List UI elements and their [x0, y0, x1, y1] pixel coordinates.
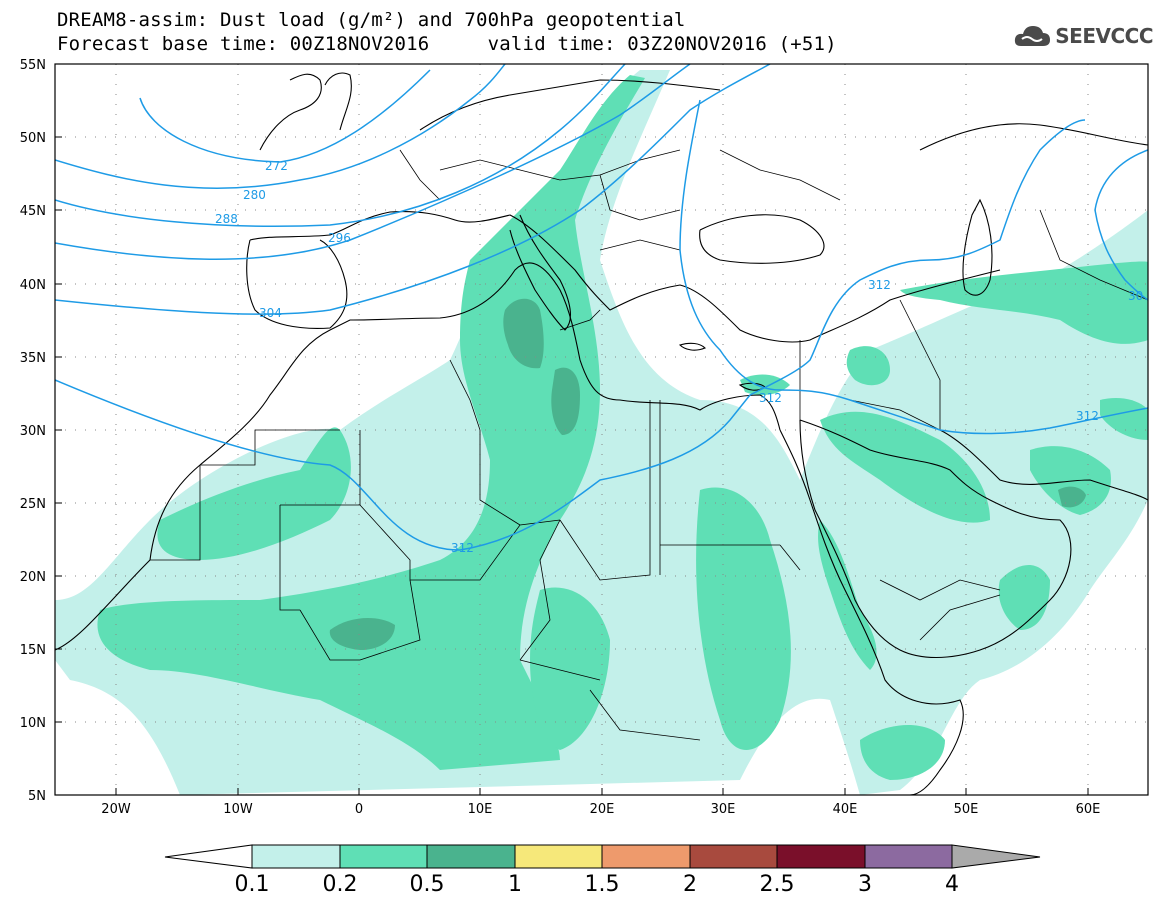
contour-label: 272 — [265, 159, 288, 173]
lat-label: 20N — [20, 570, 46, 585]
colorbar-tick-label: 0.5 — [409, 872, 445, 897]
lon-label: 20W — [101, 802, 131, 817]
lat-label: 50N — [20, 131, 46, 146]
axis-ticks — [55, 136, 1089, 795]
colorbar-tick-label: 3 — [858, 872, 872, 897]
lat-label: 40N — [20, 278, 46, 293]
contour-label: 312 — [759, 391, 782, 405]
lon-label: 50E — [954, 802, 979, 817]
lat-label: 35N — [20, 351, 46, 366]
contour-labels: 272 280 288 296 304 312 312 312 312 30 — [215, 159, 1143, 555]
contour-label: 296 — [328, 231, 351, 245]
colorbar-swatch — [864, 844, 953, 869]
colorbar-swatch — [339, 844, 428, 869]
contour-label: 312 — [868, 278, 891, 292]
contour-label: 288 — [215, 212, 238, 226]
lon-label: 10W — [223, 802, 253, 817]
contour-label: 304 — [259, 306, 282, 320]
colorbar — [164, 844, 1041, 869]
contour-label: 30 — [1128, 289, 1143, 303]
contour-label: 312 — [451, 541, 474, 555]
colorbar-max-arrow — [951, 844, 1041, 869]
colorbar-swatch — [601, 844, 691, 869]
lon-label: 60E — [1076, 802, 1101, 817]
lat-label: 55N — [20, 58, 46, 73]
colorbar-swatch — [776, 844, 866, 869]
colorbar-swatch — [514, 844, 603, 869]
colorbar-swatch — [251, 844, 341, 869]
colorbar-min-arrow — [164, 844, 253, 869]
colorbar-tick-label: 1.5 — [584, 872, 620, 897]
colorbar-tick-label: 1 — [508, 872, 522, 897]
lat-label: 30N — [20, 424, 46, 439]
lat-label: 10N — [20, 716, 46, 731]
seevccc-logo: SEEVCCC — [1013, 22, 1153, 50]
colorbar-tick-label: 0.2 — [322, 872, 358, 897]
logo-text: SEEVCCC — [1055, 24, 1153, 48]
contour-label: 280 — [243, 188, 266, 202]
country-borders — [150, 149, 1148, 741]
lon-label: 10E — [468, 802, 493, 817]
colorbar-swatch — [689, 844, 778, 869]
colorbar-swatch — [426, 844, 516, 869]
geopotential-contours — [55, 64, 1148, 551]
lon-label: 40E — [833, 802, 858, 817]
graticule — [55, 64, 1148, 795]
colorbar-tick-label: 2 — [683, 872, 697, 897]
colorbar-tick-label: 4 — [945, 872, 959, 897]
lon-label: 20E — [590, 802, 615, 817]
dust-layer-dark — [329, 298, 1086, 650]
lon-label: 30E — [711, 802, 736, 817]
colorbar-tick-label: 2.5 — [759, 872, 795, 897]
longitude-labels: 20W 10W 0 10E 20E 30E 40E 50E 60E — [101, 802, 1100, 817]
latitude-labels: 55N 50N 45N 40N 35N 30N 25N 20N 15N 10N … — [20, 58, 46, 804]
contour-label: 312 — [1076, 409, 1099, 423]
lat-label: 5N — [28, 789, 46, 804]
title-line-1: DREAM8-assim: Dust load (g/m²) and 700hP… — [57, 9, 686, 31]
lat-label: 25N — [20, 497, 46, 512]
coastlines — [55, 72, 1148, 795]
lat-label: 45N — [20, 204, 46, 219]
lat-label: 15N — [20, 643, 46, 658]
cloud-icon — [1015, 26, 1051, 46]
title-line-2: Forecast base time: 00Z18NOV2016 valid t… — [57, 33, 837, 55]
lon-label: 0 — [355, 802, 363, 817]
colorbar-tick-label: 0.1 — [234, 872, 270, 897]
